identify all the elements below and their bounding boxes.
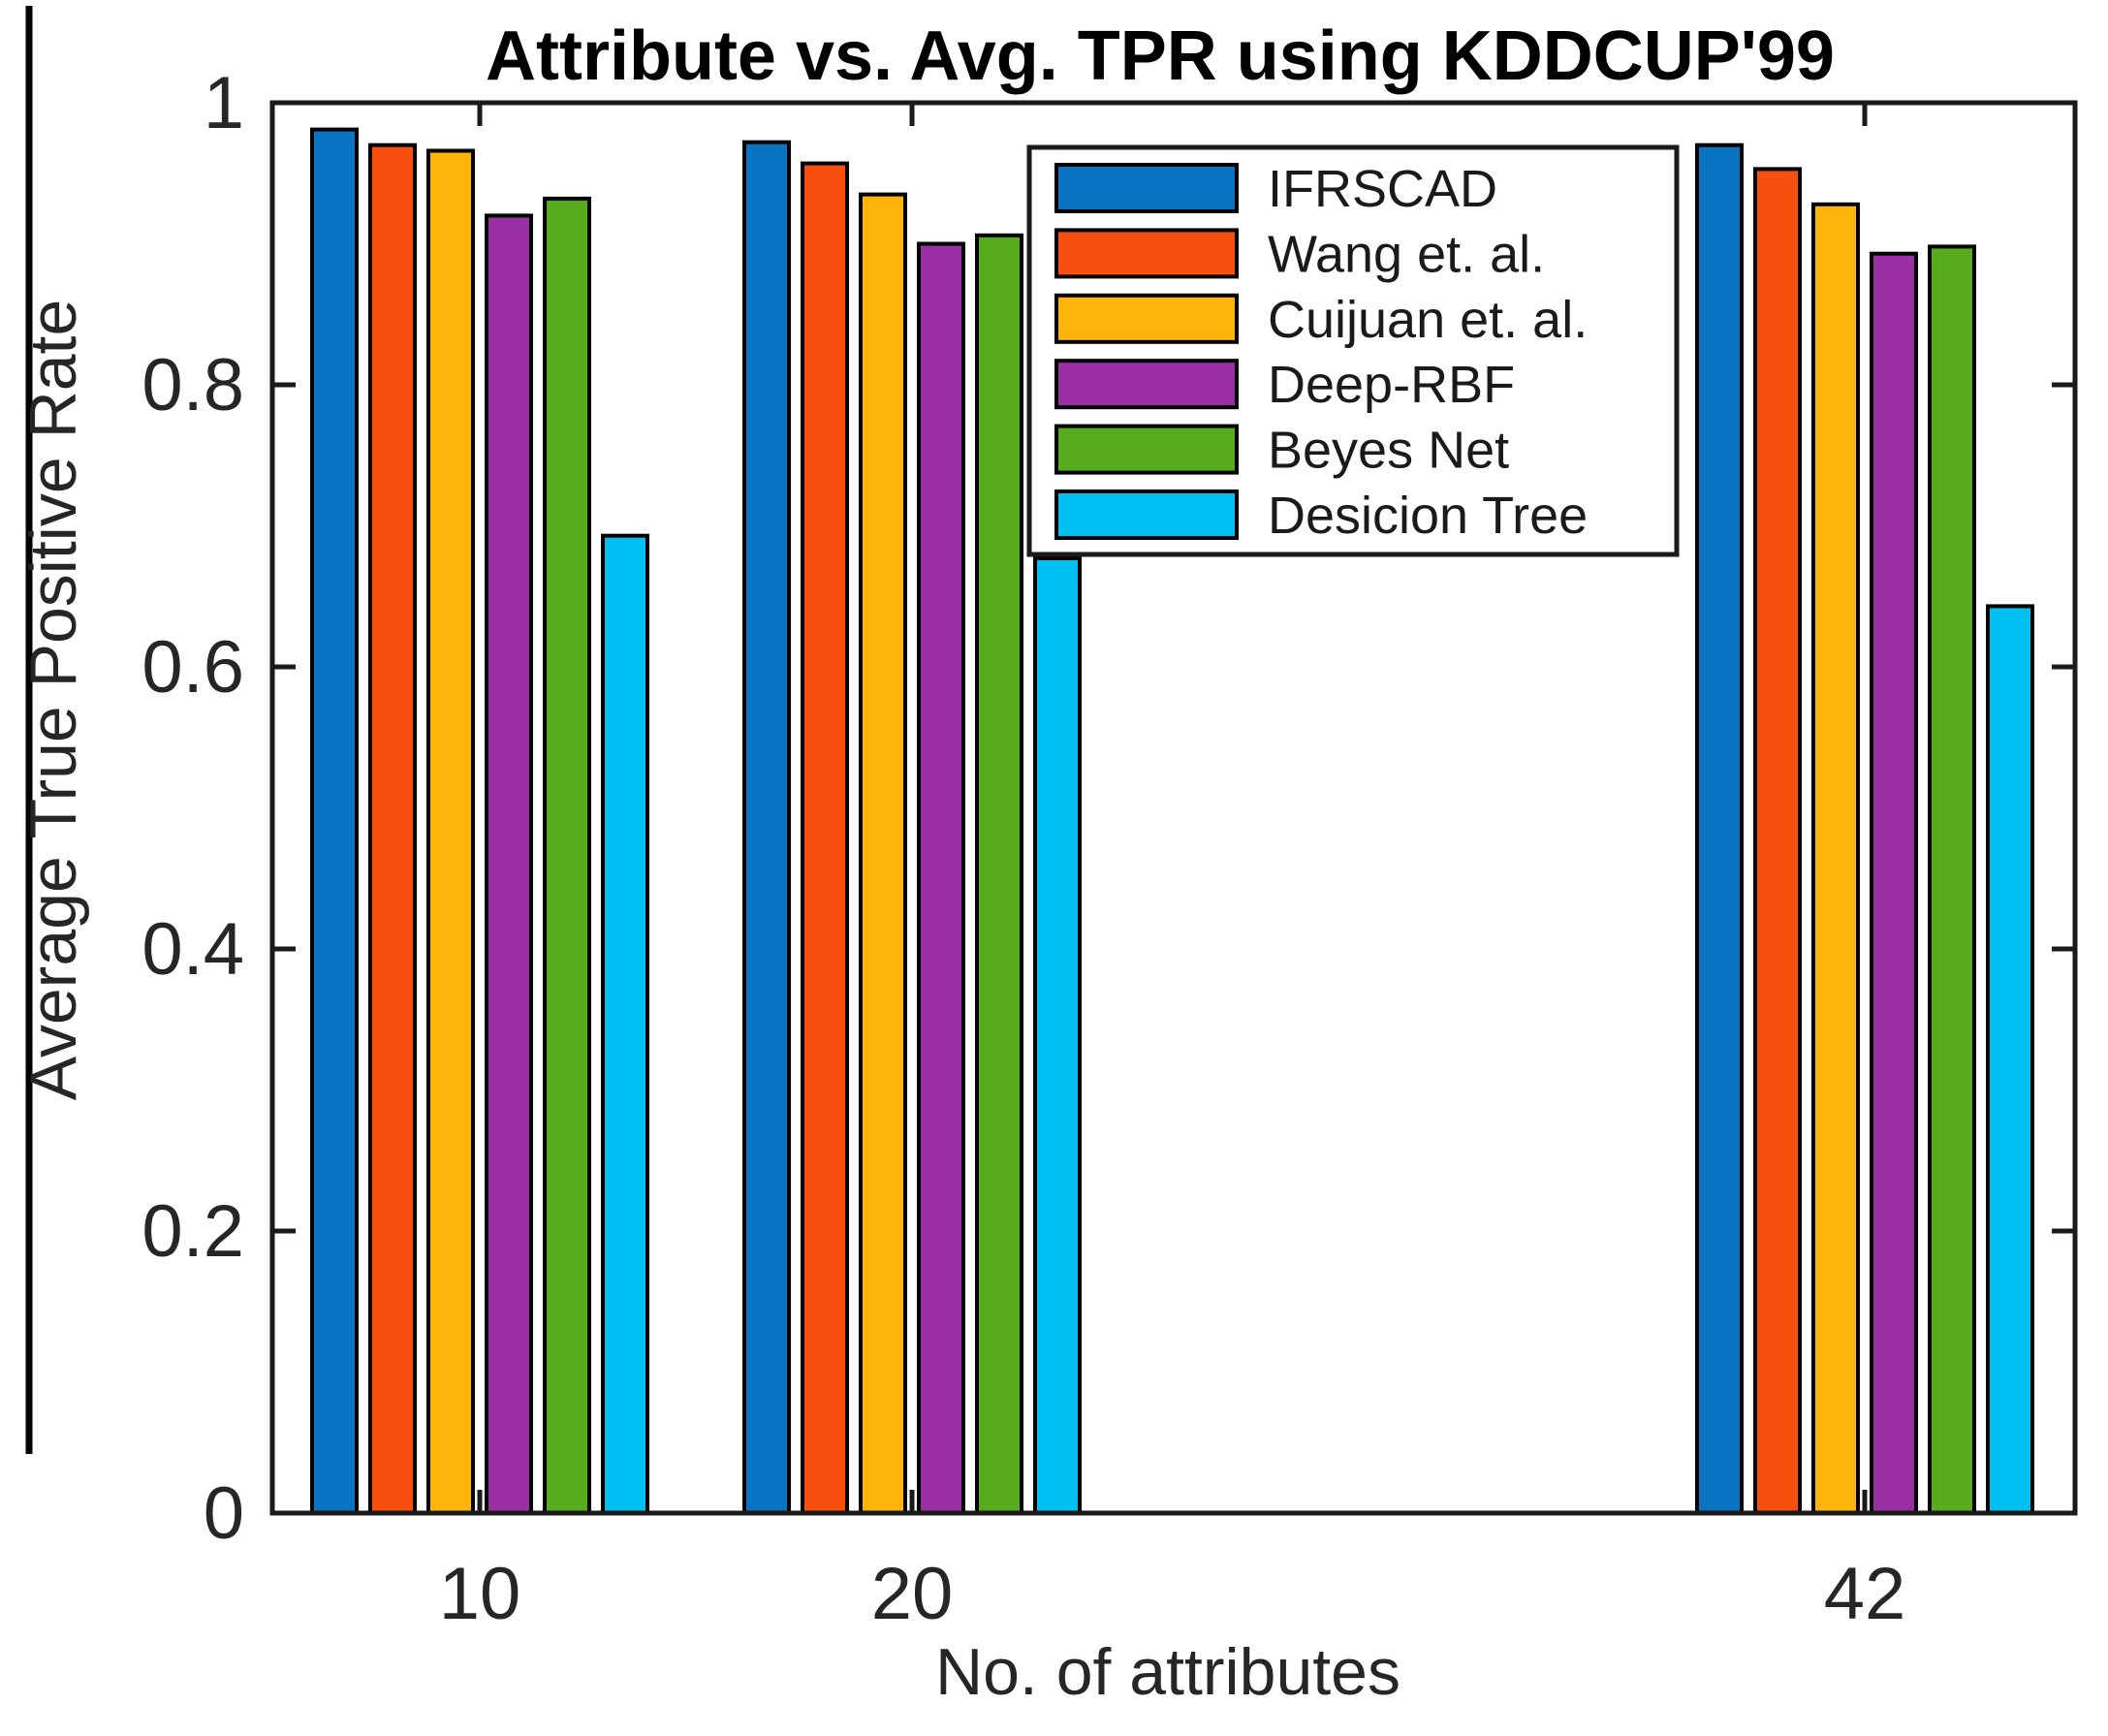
y-tick-label: 0.8 (142, 344, 244, 426)
bar (1033, 556, 1082, 1515)
legend-label: Wang et. al. (1268, 225, 1545, 283)
bar (742, 140, 791, 1516)
bar (543, 196, 591, 1515)
y-tick-label: 1 (204, 62, 244, 144)
bar (1870, 251, 1918, 1516)
legend-swatch (1054, 228, 1239, 279)
legend-swatch (1054, 163, 1239, 213)
bar (1753, 167, 1802, 1515)
bar (426, 148, 475, 1515)
legend-swatch (1054, 293, 1239, 344)
legend-label: Deep-RBF (1268, 356, 1515, 414)
x-tick-label: 10 (439, 1553, 521, 1635)
bar (1811, 202, 1860, 1515)
bar (485, 213, 533, 1515)
ticks-layer: 0 0.2 0.4 0.6 0.8 1 10 20 42 (142, 62, 2073, 1635)
x-tick-label: 20 (871, 1553, 954, 1635)
bar (975, 233, 1023, 1515)
legend-label: Cuijuan et. al. (1268, 291, 1588, 349)
bar (368, 142, 417, 1516)
y-tick-label: 0.4 (142, 908, 244, 991)
legend-swatch (1054, 424, 1239, 475)
bar (801, 161, 849, 1516)
y-axis-label: Average True Positive Rate (16, 300, 90, 1101)
bar (310, 127, 359, 1516)
chart-title: Attribute vs. Avg. TPR using KDDCUP'99 (486, 17, 1835, 95)
legend-label: Beyes Net (1268, 422, 1509, 480)
bar (1928, 244, 1976, 1515)
bar (1986, 604, 2034, 1515)
legend: IFRSCAD Wang et. al. Cuijuan et. al. Deep-R… (1026, 144, 1680, 557)
bar (601, 533, 649, 1515)
plot-border (269, 100, 2078, 1516)
y-tick-label: 0 (204, 1472, 244, 1555)
bar (1695, 142, 1744, 1516)
legend-label: IFRSCAD (1268, 160, 1497, 218)
x-axis-label: No. of attributes (935, 1635, 1400, 1709)
legend-box (1026, 144, 1680, 557)
x-tick-label: 42 (1824, 1553, 1906, 1635)
bar (859, 192, 907, 1516)
legend-swatch (1054, 359, 1239, 410)
y-tick-label: 0.6 (142, 626, 244, 709)
y-tick-label: 0.2 (142, 1190, 244, 1273)
bar (917, 241, 965, 1515)
legend-swatch (1054, 489, 1239, 540)
legend-label: Desicion Tree (1268, 487, 1588, 545)
